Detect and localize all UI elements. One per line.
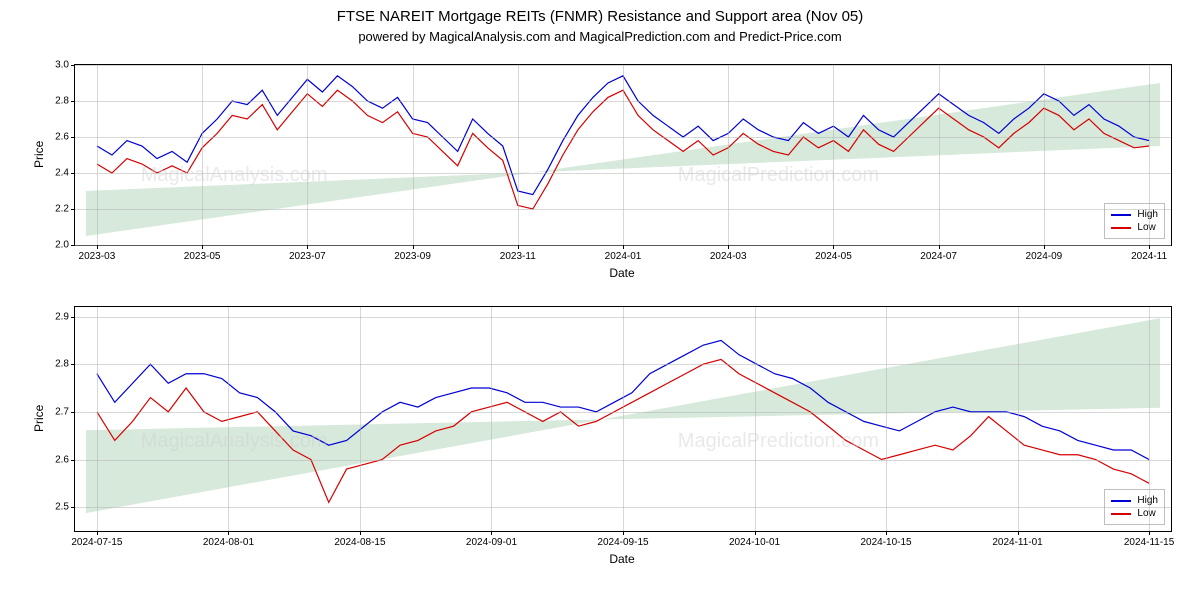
- legend-low-2: Low: [1111, 507, 1158, 520]
- xtick-label: 2024-07: [920, 245, 957, 262]
- xtick-label: 2023-11: [500, 245, 536, 262]
- y-axis-label-top: Price: [32, 141, 46, 168]
- xtick-label: 2024-05: [815, 245, 852, 262]
- xtick-label: 2024-03: [710, 245, 747, 262]
- legend-swatch-low-2: [1111, 513, 1131, 515]
- xtick-label: 2023-05: [184, 245, 221, 262]
- ytick-label: 2.9: [55, 311, 75, 322]
- xtick-label: 2024-11-01: [992, 531, 1042, 548]
- ytick-label: 2.2: [55, 204, 75, 215]
- chart-top: High Low 2.0 2.2 2.4 2.6 2.8 3.0 2023-03 2023-0…: [0, 58, 1200, 290]
- legend-swatch-high: [1111, 214, 1131, 216]
- x-axis-label-top: Date: [74, 266, 1170, 280]
- legend-low: Low: [1111, 221, 1158, 234]
- ytick-label: 2.6: [55, 454, 75, 465]
- ytick-label: 2.7: [55, 406, 75, 417]
- y-axis-label-bottom: Price: [32, 405, 46, 432]
- xtick-label: 2024-10-01: [729, 531, 780, 548]
- chart-subtitle: powered by MagicalAnalysis.com and Magic…: [0, 25, 1200, 50]
- plot-area-top: High Low 2.02.22.42.62.83.02023-032023-0…: [74, 64, 1172, 246]
- legend-swatch-high-2: [1111, 500, 1131, 502]
- ytick-label: 2.8: [55, 96, 75, 107]
- xtick-label: 2024-10-15: [860, 531, 911, 548]
- ytick-label: 2.4: [55, 168, 75, 179]
- legend-swatch-low: [1111, 227, 1131, 229]
- xtick-label: 2024-09-15: [597, 531, 648, 548]
- xtick-label: 2023-07: [289, 245, 326, 262]
- xtick-label: 2024-09: [1026, 245, 1063, 262]
- legend-high-2: High: [1111, 494, 1158, 507]
- ytick-label: 2.0: [55, 240, 75, 251]
- chart-title: FTSE NAREIT Mortgage REITs (FNMR) Resist…: [0, 0, 1200, 25]
- xtick-label: 2024-09-01: [466, 531, 517, 548]
- legend-label-high-2: High: [1137, 495, 1158, 506]
- legend-label-low-2: Low: [1137, 508, 1155, 519]
- ytick-label: 3.0: [55, 60, 75, 71]
- xtick-label: 2024-07-15: [71, 531, 122, 548]
- ytick-label: 2.8: [55, 359, 75, 370]
- xtick-label: 2024-08-15: [334, 531, 385, 548]
- xtick-label: 2023-09: [394, 245, 431, 262]
- x-axis-label-bottom: Date: [74, 552, 1170, 566]
- xtick-label: 2024-11-15: [1124, 531, 1174, 548]
- xtick-label: 2024-08-01: [203, 531, 254, 548]
- legend-label-high: High: [1137, 209, 1158, 220]
- chart-bottom: High Low 2.5 2.6 2.7 2.8 2.9 2024-07-15 2024-0…: [0, 300, 1200, 582]
- ytick-label: 2.6: [55, 132, 75, 143]
- legend-label-low: Low: [1137, 222, 1155, 233]
- plot-area-bottom: High Low 2.52.62.72.82.92024-07-152024-0…: [74, 306, 1172, 532]
- xtick-label: 2023-03: [79, 245, 116, 262]
- ytick-label: 2.5: [55, 502, 75, 513]
- xtick-label: 2024-11: [1131, 245, 1167, 262]
- xtick-label: 2024-01: [605, 245, 642, 262]
